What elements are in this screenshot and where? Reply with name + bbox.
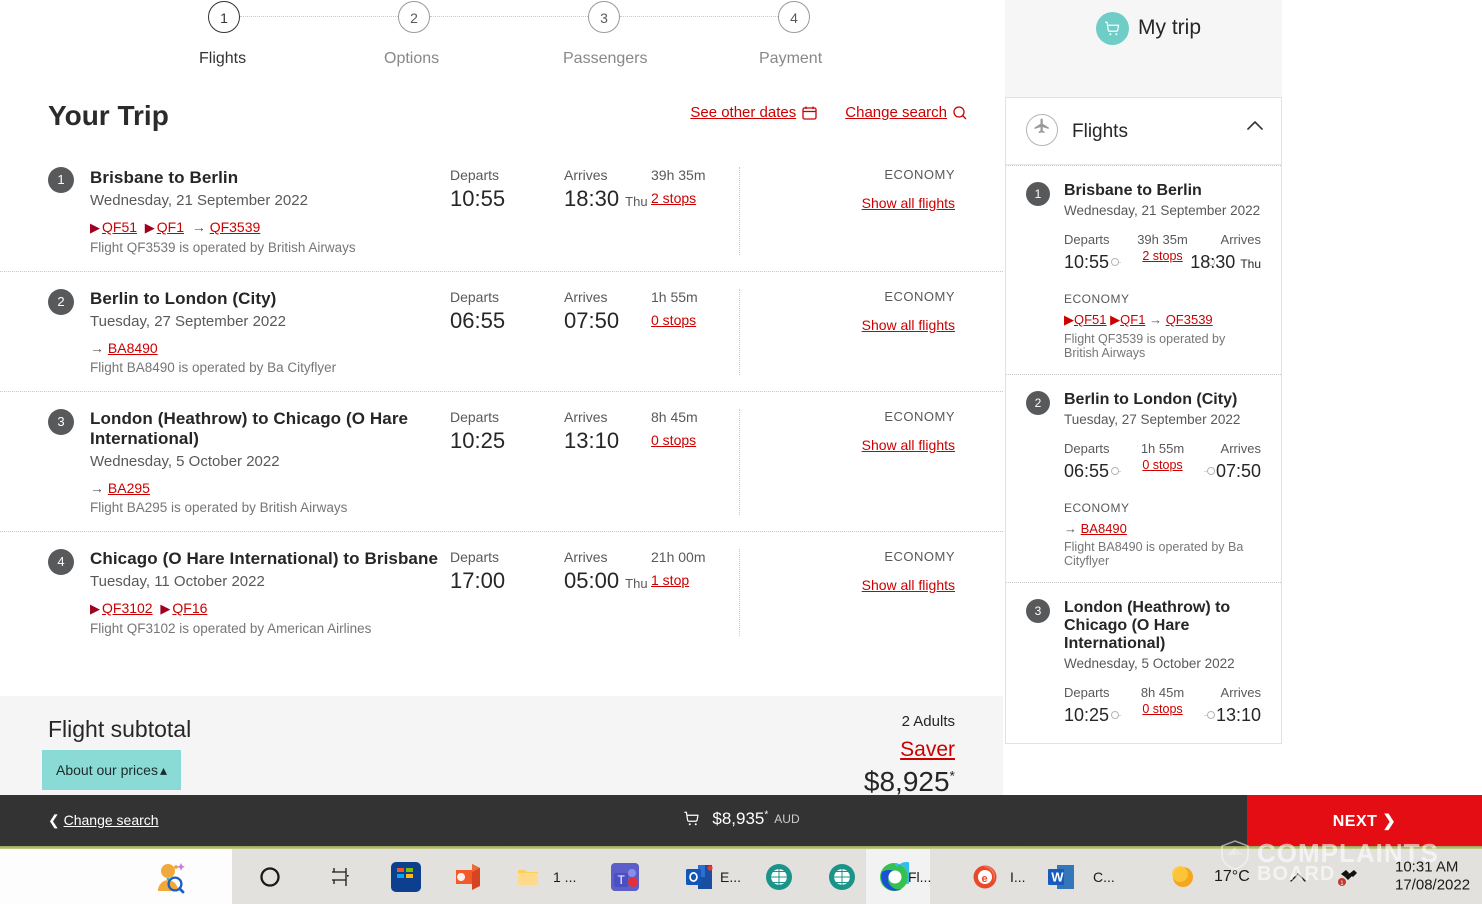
svg-text:e: e — [982, 873, 988, 885]
svg-text:T: T — [618, 873, 626, 887]
svg-text:W: W — [1051, 869, 1064, 884]
